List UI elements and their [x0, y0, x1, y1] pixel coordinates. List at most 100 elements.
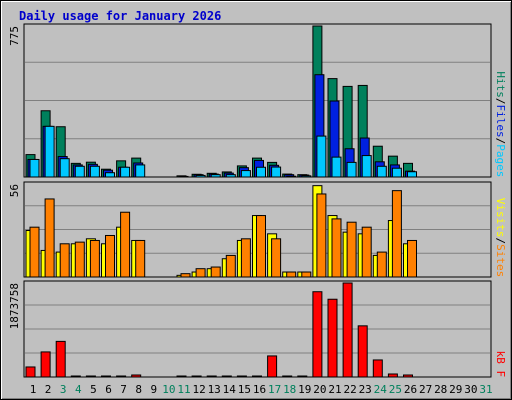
bar-pages: [271, 166, 282, 178]
chart-title: Daily usage for January 2026: [19, 9, 222, 23]
bar-sites: [391, 190, 402, 278]
bar-sites: [180, 273, 191, 278]
bar-sites: [331, 218, 342, 278]
bar-sites: [59, 243, 70, 278]
bar-sites: [301, 271, 312, 278]
bar-kb-f: [70, 375, 81, 378]
x-tick-label: 22: [343, 383, 356, 396]
x-tick-label: 5: [90, 383, 97, 396]
bar-pages: [120, 166, 131, 178]
bar-kb-f: [131, 374, 142, 378]
bar-kb-f: [342, 282, 353, 378]
x-tick-label: 11: [177, 383, 190, 396]
bar-kb-f: [116, 375, 127, 378]
y-max-label: 56: [8, 184, 21, 197]
bar-kb-f: [252, 375, 262, 378]
x-tick-label: 8: [135, 383, 142, 396]
x-tick-label: 30: [464, 383, 477, 396]
bar-kb-f: [267, 355, 278, 378]
x-tick-label: 16: [253, 383, 266, 396]
bar-kb-f: [327, 298, 338, 378]
bar-pages: [301, 175, 312, 178]
legend-item: Files: [494, 105, 507, 138]
bar-pages: [331, 156, 342, 178]
legend-item: Pages: [494, 144, 507, 177]
bar-sites: [135, 239, 146, 278]
x-tick-label: 10: [162, 383, 175, 396]
x-tick-label: 23: [359, 383, 372, 396]
x-tick-label: 3: [60, 383, 67, 396]
bar-sites: [286, 271, 297, 278]
bar-sites: [210, 266, 221, 278]
x-tick-label: 2: [45, 383, 52, 396]
bar-sites: [225, 254, 236, 278]
x-tick-label: 29: [449, 383, 462, 396]
bar-kb-f: [282, 375, 293, 378]
x-tick-label: 20: [313, 383, 326, 396]
bar-kb-f: [55, 340, 66, 378]
legend-separator: /: [494, 98, 507, 105]
x-tick-label: 31: [479, 383, 492, 396]
bar-pages: [210, 174, 221, 178]
bar-sites: [120, 211, 131, 278]
bar-kb-f: [101, 375, 111, 378]
bar-kb-f: [312, 291, 323, 378]
bar-sites: [89, 239, 100, 278]
bar-sites: [361, 226, 372, 278]
bar-sites: [74, 241, 85, 278]
x-tick-label: 18: [283, 383, 296, 396]
x-tick-label: 25: [389, 383, 402, 396]
x-tick-label: 28: [434, 383, 447, 396]
x-tick-label: 12: [192, 383, 205, 396]
bar-sites: [407, 239, 417, 278]
bar-pages: [29, 158, 40, 178]
legend-separator: /: [494, 138, 507, 145]
legend-kbytes: kB F: [494, 351, 507, 378]
y-max-label: 1873758: [8, 283, 21, 329]
legend-item: Hits: [494, 71, 507, 98]
bar-pages: [391, 167, 402, 178]
bar-kb-f: [85, 375, 96, 378]
x-tick-label: 21: [328, 383, 341, 396]
legend-item: kB F: [494, 351, 507, 378]
bar-kb-f: [25, 366, 36, 378]
bar-pages: [346, 161, 357, 178]
y-max-label: 775: [8, 26, 21, 46]
bar-sites: [105, 234, 115, 278]
bar-kb-f: [206, 375, 217, 378]
bar-pages: [361, 155, 372, 178]
x-tick-label: 14: [223, 383, 237, 396]
x-tick-label: 1: [30, 383, 37, 396]
x-tick-label: 24: [374, 383, 388, 396]
bar-kb-f: [357, 325, 368, 378]
x-tick-label: 19: [298, 383, 311, 396]
bar-sites: [44, 198, 55, 278]
bar-pages: [376, 165, 387, 178]
x-tick-label: 6: [105, 383, 112, 396]
bar-pages: [316, 135, 327, 178]
x-tick-label: 27: [419, 383, 432, 396]
x-tick-label: 9: [150, 383, 157, 396]
x-tick-label: 17: [268, 383, 281, 396]
bar-files: [178, 175, 189, 178]
legend-hits_files_pages: Hits/Files/Pages: [494, 71, 507, 177]
bar-pages: [407, 171, 417, 178]
bar-kb-f: [403, 374, 413, 378]
x-tick-label: 26: [404, 383, 417, 396]
bar-sites: [376, 251, 387, 278]
bar-pages: [256, 166, 266, 178]
bar-pages: [89, 165, 100, 178]
x-tick-label: 4: [75, 383, 82, 396]
bar-kb-f: [221, 375, 232, 378]
legend-visits_sites: Visits/Sites: [494, 198, 507, 277]
bar-sites: [271, 238, 282, 278]
bar-kb-f: [372, 359, 383, 378]
x-tick-label: 13: [208, 383, 221, 396]
legend-separator: /: [494, 238, 507, 245]
bar-pages: [135, 164, 146, 178]
bar-sites: [346, 221, 357, 278]
legend-item: Sites: [494, 244, 507, 277]
bar-kb-f: [40, 351, 51, 378]
bar-pages: [286, 175, 297, 178]
bar-kb-f: [387, 373, 398, 378]
